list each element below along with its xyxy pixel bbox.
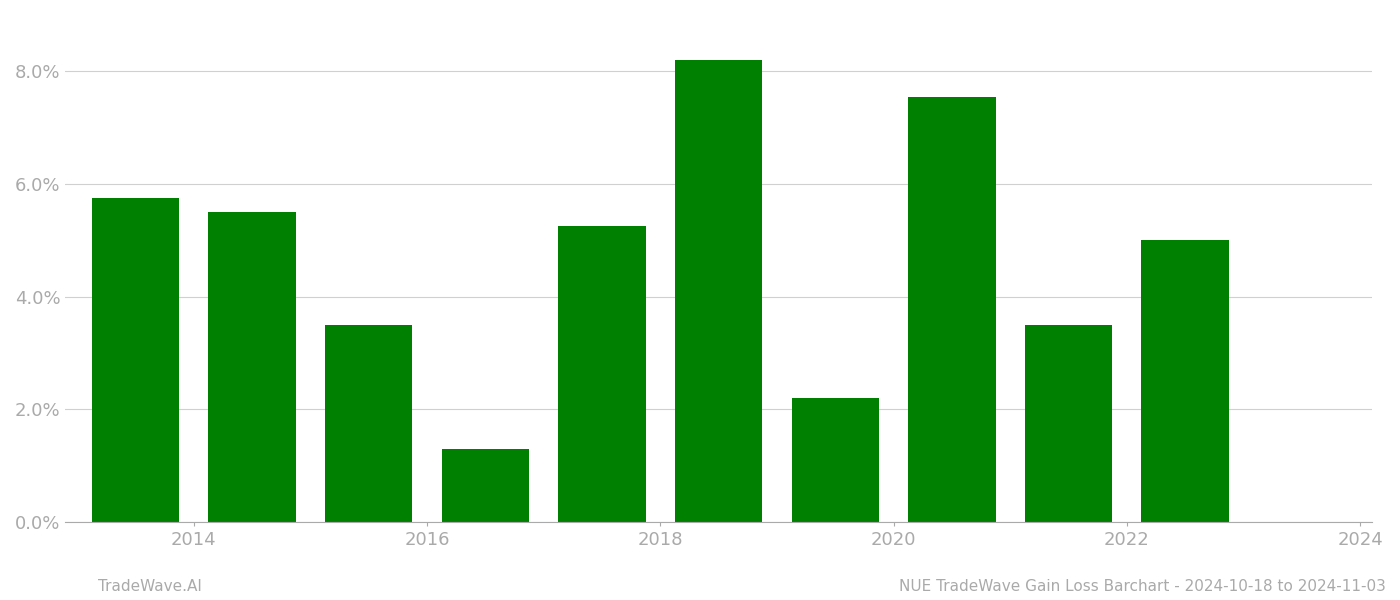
Bar xyxy=(441,449,529,522)
Bar xyxy=(791,398,879,522)
Bar xyxy=(325,325,413,522)
Text: TradeWave.AI: TradeWave.AI xyxy=(98,579,202,594)
Bar xyxy=(1025,325,1112,522)
Bar xyxy=(1141,241,1229,522)
Bar xyxy=(209,212,295,522)
Bar xyxy=(909,97,995,522)
Bar xyxy=(675,60,763,522)
Bar xyxy=(559,226,645,522)
Bar xyxy=(92,198,179,522)
Text: NUE TradeWave Gain Loss Barchart - 2024-10-18 to 2024-11-03: NUE TradeWave Gain Loss Barchart - 2024-… xyxy=(899,579,1386,594)
